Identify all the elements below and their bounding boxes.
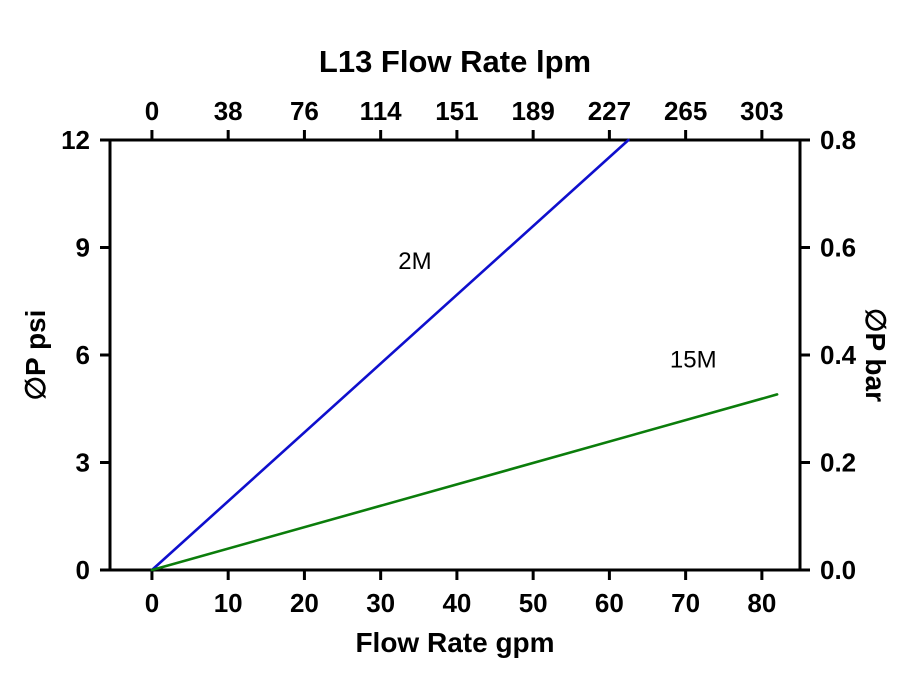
x-axis-tick-label: 50 bbox=[519, 588, 548, 618]
x-axis-tick-label: 40 bbox=[442, 588, 471, 618]
x-axis-tick-label: 10 bbox=[214, 588, 243, 618]
top-axis-tick-label: 189 bbox=[511, 96, 554, 126]
right-axis-tick-label: 0.4 bbox=[820, 340, 857, 370]
right-axis-tick-label: 0.8 bbox=[820, 125, 856, 155]
top-axis-tick-label: 151 bbox=[435, 96, 478, 126]
y-axis-tick-label: 9 bbox=[76, 233, 90, 263]
top-axis-tick-label: 227 bbox=[588, 96, 631, 126]
x-axis-tick-label: 20 bbox=[290, 588, 319, 618]
x-axis-label: Flow Rate gpm bbox=[355, 627, 554, 658]
right-axis-tick-label: 0.6 bbox=[820, 233, 856, 263]
top-axis-tick-label: 114 bbox=[360, 96, 402, 126]
x-axis-tick-label: 0 bbox=[145, 588, 159, 618]
series-label-15M: 15M bbox=[670, 347, 717, 374]
x-axis-tick-label: 70 bbox=[671, 588, 700, 618]
x-axis-tick-label: 30 bbox=[366, 588, 395, 618]
top-axis-tick-label: 0 bbox=[145, 96, 159, 126]
y-axis-tick-label: 6 bbox=[76, 340, 90, 370]
y-axis-tick-label: 12 bbox=[61, 125, 90, 155]
y-axis-tick-label: 0 bbox=[76, 555, 90, 585]
x-axis-tick-label: 60 bbox=[595, 588, 624, 618]
top-axis-tick-label: 265 bbox=[664, 96, 707, 126]
top-axis-tick-label: 303 bbox=[740, 96, 783, 126]
y-axis-label-left: ∅P psi bbox=[20, 310, 51, 401]
x-axis-tick-label: 80 bbox=[747, 588, 776, 618]
series-line-2M bbox=[150, 138, 630, 572]
series-label-2M: 2M bbox=[398, 248, 431, 275]
y-axis-tick-label: 3 bbox=[76, 448, 90, 478]
top-axis-tick-label: 76 bbox=[290, 96, 319, 126]
y-axis-label-right: ∅P bar bbox=[860, 308, 891, 402]
top-axis-tick-label: 38 bbox=[214, 96, 243, 126]
chart-title: L13 Flow Rate lpm bbox=[319, 44, 591, 79]
series-line-15M bbox=[150, 393, 779, 572]
right-axis-tick-label: 0.2 bbox=[820, 448, 856, 478]
right-axis-tick-label: 0.0 bbox=[820, 555, 856, 585]
